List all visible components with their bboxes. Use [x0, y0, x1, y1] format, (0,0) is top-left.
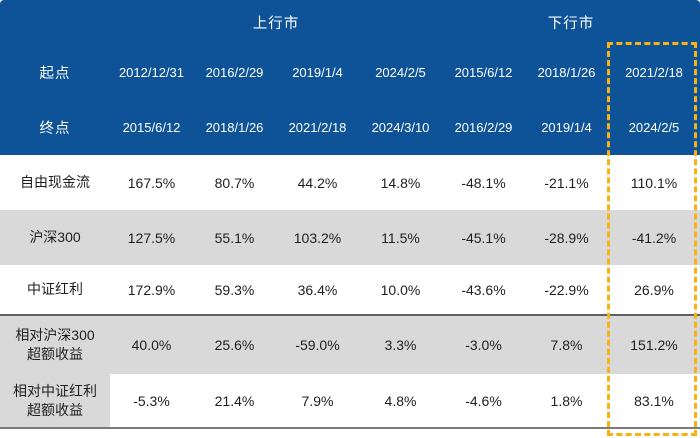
table-cell: 25.6% — [214, 337, 255, 353]
table-cell-highlighted: 110.1% — [630, 174, 678, 191]
table-cell: 21.4% — [214, 392, 255, 409]
down-market-group-label: 下行市 — [547, 15, 595, 32]
table-cell: -3.0% — [465, 337, 502, 353]
table-cell: -21.1% — [544, 174, 589, 191]
table-cell: 10.0% — [380, 281, 421, 298]
end-date-row: 终点 2015/6/12 2018/1/26 2021/2/18 2024/3/… — [0, 100, 700, 155]
table-cell: 4.8% — [384, 392, 417, 409]
table-row-excess-vs-csi300: 相对沪深300 超额收益 40.0% 25.6% -59.0% 3.3% -3.… — [0, 316, 700, 374]
table-cell: 172.9% — [127, 281, 176, 298]
end-date-2: 2018/1/26 — [205, 120, 264, 135]
table-cell: -28.9% — [544, 229, 589, 246]
table-cell: 103.2% — [293, 229, 342, 246]
section-divider — [0, 314, 700, 316]
table-row-csi-dividend: 中证红利 172.9% 59.3% 36.4% 10.0% -43.6% -22… — [0, 265, 700, 314]
table-cell: 3.3% — [384, 337, 417, 353]
table-cell: -43.6% — [461, 281, 506, 298]
table-cell: 1.8% — [550, 392, 583, 409]
table-cell: 14.8% — [380, 174, 421, 191]
table-row-free-cash-flow: 自由现金流 167.5% 80.7% 44.2% 14.8% -48.1% -2… — [0, 155, 700, 210]
table-cell: 44.2% — [297, 174, 338, 191]
market-group-row: 上行市 下行市 — [0, 0, 700, 44]
table-cell: 36.4% — [297, 281, 338, 298]
row-label: 自由现金流 — [20, 174, 90, 191]
start-date-3: 2019/1/4 — [292, 64, 343, 80]
row-label: 中证红利 — [27, 281, 83, 298]
table-cell: 59.3% — [214, 281, 255, 298]
table-cell: 40.0% — [131, 337, 172, 353]
row-label: 相对沪深300 超额收益 — [15, 327, 95, 362]
table-cell: -5.3% — [133, 392, 170, 409]
end-date-4: 2024/3/10 — [371, 120, 430, 135]
start-date-1: 2012/12/31 — [118, 64, 185, 80]
table-cell: 55.1% — [214, 229, 255, 246]
row-label: 沪深300 — [29, 229, 81, 246]
row-label: 相对中证红利 超额收益 — [0, 374, 110, 427]
table-cell: -59.0% — [295, 337, 340, 353]
table-cell: -48.1% — [461, 174, 506, 191]
end-date-7: 2024/2/5 — [628, 120, 680, 135]
start-date-row: 起点 2012/12/31 2016/2/29 2019/1/4 2024/2/… — [0, 44, 700, 100]
table-cell: 7.9% — [301, 392, 334, 409]
table-cell: 80.7% — [214, 174, 255, 191]
start-date-6: 2018/1/26 — [537, 64, 596, 80]
up-market-group-label: 上行市 — [252, 15, 300, 32]
end-row-label: 终点 — [39, 121, 71, 137]
start-date-4: 2024/2/5 — [375, 64, 426, 80]
table-cell: 167.5% — [127, 174, 176, 191]
table-cell-highlighted: 151.2% — [630, 337, 678, 353]
start-date-5: 2015/6/12 — [454, 64, 513, 80]
table-row-excess-vs-csi-dividend: 相对中证红利 超额收益 -5.3% 21.4% 7.9% 4.8% -4.6% … — [0, 374, 700, 427]
table-cell: -22.9% — [544, 281, 589, 298]
table-header: 上行市 下行市 起点 2012/12/31 2016/2/29 2019/1/4… — [0, 0, 700, 155]
start-row-label: 起点 — [39, 65, 71, 82]
start-date-7: 2021/2/18 — [625, 64, 683, 80]
table-cell: 11.5% — [381, 229, 420, 246]
end-date-5: 2016/2/29 — [454, 120, 513, 135]
header-corner-cell — [0, 0, 110, 44]
table-cell-highlighted: 26.9% — [634, 281, 674, 298]
table-cell-highlighted: -41.2% — [631, 229, 677, 246]
end-date-3: 2021/2/18 — [288, 120, 347, 135]
end-date-1: 2015/6/12 — [122, 120, 181, 135]
table-cell-highlighted: 83.1% — [634, 392, 674, 409]
table-bottom-border — [0, 427, 700, 429]
end-date-6: 2019/1/4 — [541, 120, 592, 135]
table-cell: -45.1% — [461, 229, 506, 246]
table-cell: 127.5% — [127, 229, 176, 246]
start-date-2: 2016/2/29 — [205, 64, 264, 80]
table-row-csi300: 沪深300 127.5% 55.1% 103.2% 11.5% -45.1% -… — [0, 210, 700, 265]
table-cell: 7.8% — [550, 337, 583, 353]
table-cell: -4.6% — [465, 392, 502, 409]
